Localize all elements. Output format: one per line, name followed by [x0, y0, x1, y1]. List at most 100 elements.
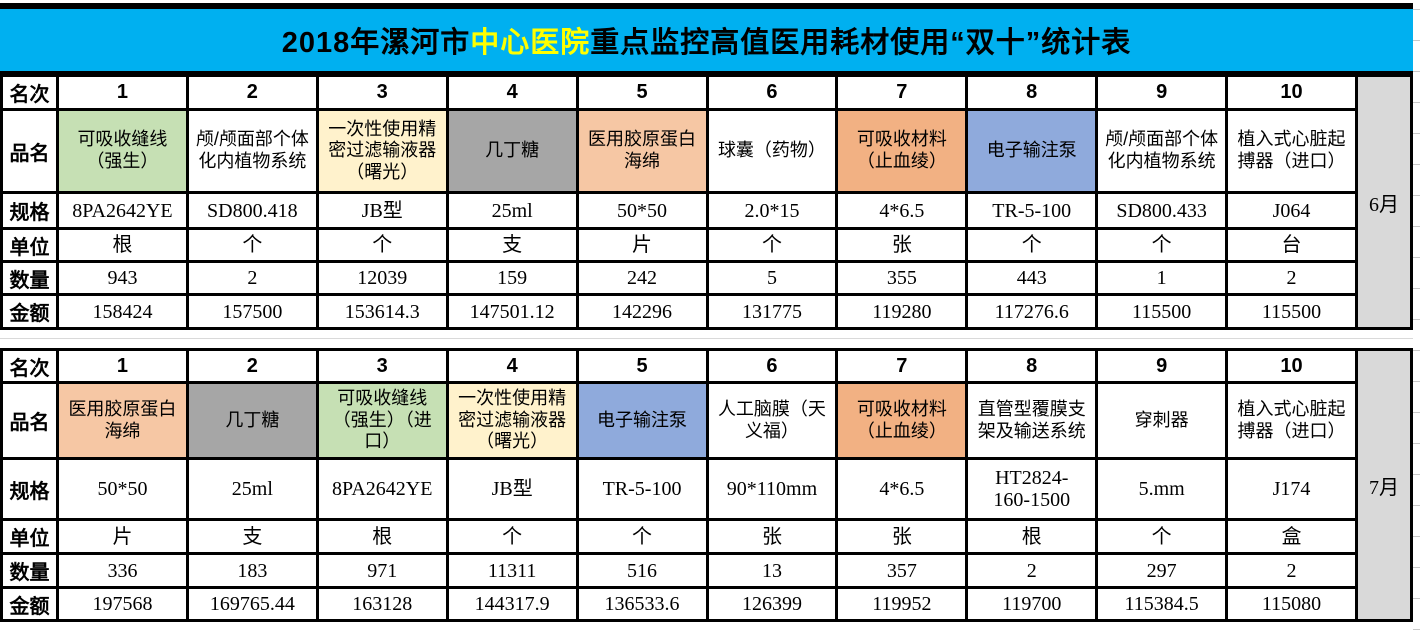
amount-cell[interactable]: 115500: [1228, 296, 1355, 327]
qty-cell[interactable]: 11311: [448, 555, 576, 586]
month-cell[interactable]: 7月: [1358, 351, 1410, 619]
row-label-amount[interactable]: 金额: [3, 589, 56, 619]
spec-cell[interactable]: 8PA2642YE: [59, 194, 186, 227]
spec-cell[interactable]: 4*6.5: [838, 194, 966, 227]
qty-cell[interactable]: 971: [318, 555, 446, 586]
unit-cell[interactable]: 张: [708, 521, 836, 552]
rank-cell[interactable]: 1: [59, 77, 186, 108]
name-cell[interactable]: 人工脑膜（天义福）: [708, 384, 836, 457]
name-cell[interactable]: 植入式心脏起搏器（进口）: [1228, 384, 1355, 457]
name-cell[interactable]: 几丁糖: [188, 384, 316, 457]
name-cell[interactable]: 几丁糖: [448, 111, 576, 191]
amount-cell[interactable]: 136533.6: [578, 589, 706, 619]
row-label-unit[interactable]: 单位: [3, 230, 56, 260]
name-cell[interactable]: 颅/颅面部个体化内植物系统: [1098, 111, 1226, 191]
rank-cell[interactable]: 6: [708, 77, 836, 108]
unit-cell[interactable]: 根: [318, 521, 446, 552]
spec-cell[interactable]: 5.mm: [1098, 460, 1226, 518]
name-cell[interactable]: 医用胶原蛋白海绵: [59, 384, 186, 457]
amount-cell[interactable]: 119280: [838, 296, 966, 327]
spec-cell[interactable]: SD800.433: [1098, 194, 1226, 227]
spec-cell[interactable]: JB型: [318, 194, 446, 227]
rank-cell[interactable]: 3: [318, 77, 446, 108]
unit-cell[interactable]: 个: [708, 230, 836, 260]
unit-cell[interactable]: 个: [448, 521, 576, 552]
name-cell[interactable]: 可吸收材料（止血绫）: [838, 111, 966, 191]
unit-cell[interactable]: 支: [448, 230, 576, 260]
amount-cell[interactable]: 147501.12: [448, 296, 576, 327]
qty-cell[interactable]: 242: [578, 263, 706, 293]
row-label-unit[interactable]: 单位: [3, 521, 56, 552]
spec-cell[interactable]: 25ml: [448, 194, 576, 227]
rank-cell[interactable]: 9: [1098, 77, 1226, 108]
spec-cell[interactable]: 4*6.5: [838, 460, 966, 518]
rank-cell[interactable]: 4: [448, 77, 576, 108]
rank-cell[interactable]: 9: [1098, 351, 1226, 381]
unit-cell[interactable]: 张: [838, 521, 966, 552]
row-label-qty[interactable]: 数量: [3, 555, 56, 586]
qty-cell[interactable]: 516: [578, 555, 706, 586]
row-label-rank[interactable]: 名次: [3, 351, 56, 381]
unit-cell[interactable]: 个: [578, 521, 706, 552]
page-title[interactable]: 2018年漯河市 中心医院 重点监控高值医用耗材使用“双十”统计表: [0, 3, 1413, 74]
spec-cell[interactable]: TR-5-100: [968, 194, 1096, 227]
name-cell[interactable]: 医用胶原蛋白海绵: [578, 111, 706, 191]
spec-cell[interactable]: HT2824- 160-1500: [968, 460, 1096, 518]
name-cell[interactable]: 一次性使用精密过滤输液器（曙光）: [448, 384, 576, 457]
qty-cell[interactable]: 357: [838, 555, 966, 586]
spec-cell[interactable]: 50*50: [59, 460, 186, 518]
spec-cell[interactable]: 90*110mm: [708, 460, 836, 518]
unit-cell[interactable]: 盒: [1228, 521, 1355, 552]
name-cell[interactable]: 球囊（药物）: [708, 111, 836, 191]
row-label-amount[interactable]: 金额: [3, 296, 56, 327]
rank-cell[interactable]: 1: [59, 351, 186, 381]
unit-cell[interactable]: 片: [59, 521, 186, 552]
unit-cell[interactable]: 根: [968, 521, 1096, 552]
rank-cell[interactable]: 5: [578, 77, 706, 108]
qty-cell[interactable]: 2: [1228, 555, 1355, 586]
amount-cell[interactable]: 117276.6: [968, 296, 1096, 327]
qty-cell[interactable]: 159: [448, 263, 576, 293]
qty-cell[interactable]: 443: [968, 263, 1096, 293]
spec-cell[interactable]: 25ml: [188, 460, 316, 518]
row-label-spec[interactable]: 规格: [3, 194, 56, 227]
amount-cell[interactable]: 126399: [708, 589, 836, 619]
amount-cell[interactable]: 153614.3: [318, 296, 446, 327]
spec-cell[interactable]: SD800.418: [188, 194, 316, 227]
unit-cell[interactable]: 个: [1098, 521, 1226, 552]
amount-cell[interactable]: 157500: [188, 296, 316, 327]
spec-cell[interactable]: 50*50: [578, 194, 706, 227]
unit-cell[interactable]: 支: [188, 521, 316, 552]
rank-cell[interactable]: 3: [318, 351, 446, 381]
unit-cell[interactable]: 台: [1228, 230, 1355, 260]
row-label-qty[interactable]: 数量: [3, 263, 56, 293]
amount-cell[interactable]: 144317.9: [448, 589, 576, 619]
rank-cell[interactable]: 2: [188, 77, 316, 108]
rank-cell[interactable]: 10: [1228, 77, 1355, 108]
amount-cell[interactable]: 115080: [1228, 589, 1355, 619]
amount-cell[interactable]: 197568: [59, 589, 186, 619]
name-cell[interactable]: 电子输注泵: [578, 384, 706, 457]
amount-cell[interactable]: 131775: [708, 296, 836, 327]
rank-cell[interactable]: 5: [578, 351, 706, 381]
row-label-name[interactable]: 品名: [3, 384, 56, 457]
unit-cell[interactable]: 个: [968, 230, 1096, 260]
name-cell[interactable]: 直管型覆膜支架及输送系统: [968, 384, 1096, 457]
spec-cell[interactable]: J174: [1228, 460, 1355, 518]
qty-cell[interactable]: 2: [968, 555, 1096, 586]
amount-cell[interactable]: 158424: [59, 296, 186, 327]
row-label-rank[interactable]: 名次: [3, 77, 56, 108]
name-cell[interactable]: 颅/颅面部个体化内植物系统: [188, 111, 316, 191]
unit-cell[interactable]: 根: [59, 230, 186, 260]
qty-cell[interactable]: 943: [59, 263, 186, 293]
amount-cell[interactable]: 163128: [318, 589, 446, 619]
qty-cell[interactable]: 2: [188, 263, 316, 293]
name-cell[interactable]: 可吸收缝线（强生）（进口）: [318, 384, 446, 457]
rank-cell[interactable]: 4: [448, 351, 576, 381]
name-cell[interactable]: 可吸收材料（止血绫）: [838, 384, 966, 457]
qty-cell[interactable]: 12039: [318, 263, 446, 293]
name-cell[interactable]: 一次性使用精密过滤输液器（曙光）: [318, 111, 446, 191]
unit-cell[interactable]: 个: [1098, 230, 1226, 260]
rank-cell[interactable]: 8: [968, 77, 1096, 108]
spec-cell[interactable]: JB型: [448, 460, 576, 518]
